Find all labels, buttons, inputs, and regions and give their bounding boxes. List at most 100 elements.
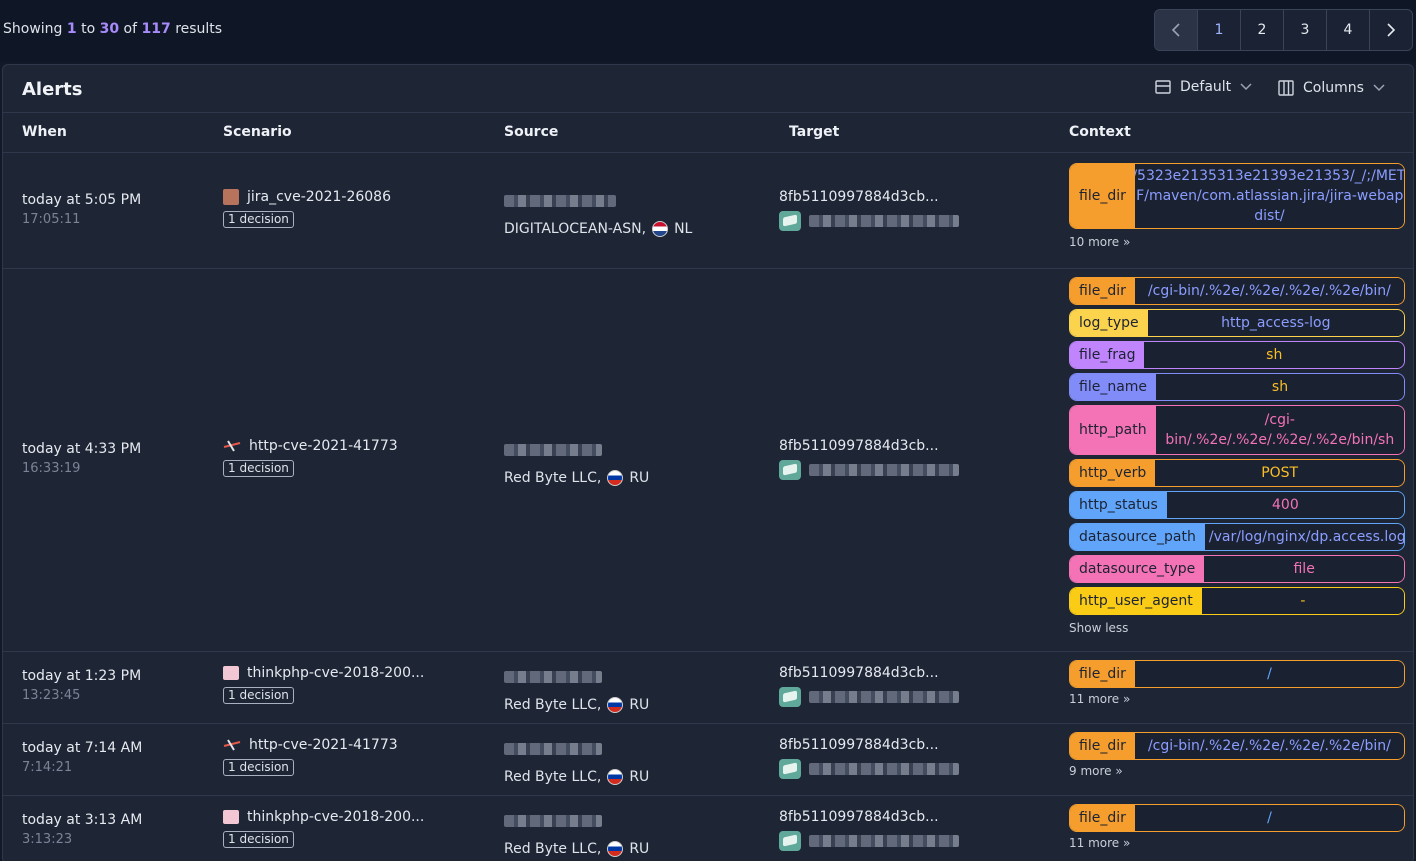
target-redacted	[809, 215, 959, 227]
pagination: 1 2 3 4	[1154, 9, 1413, 51]
table-row[interactable]: today at 1:23 PM 13:23:45 thinkphp-cve-2…	[3, 652, 1413, 724]
context-value: /	[1134, 805, 1404, 831]
context-value: /var/log/nginx/dp.access.log	[1204, 524, 1404, 550]
context-key: log_type	[1070, 310, 1148, 336]
decision-badge[interactable]: 1 decision	[223, 211, 294, 228]
context-value: /	[1134, 661, 1404, 687]
scenario-icon	[223, 810, 239, 824]
decision-badge[interactable]: 1 decision	[223, 460, 294, 477]
panel-title: Alerts	[22, 79, 83, 100]
more-link[interactable]: 11 more »	[1069, 692, 1131, 706]
scenario-name[interactable]: thinkphp-cve-2018-200...	[247, 809, 425, 825]
context-cell: file_dir/cgi-bin/.%2e/.%2e/.%2e/.%2e/bin…	[1069, 277, 1405, 635]
results-of-word: of	[123, 21, 138, 37]
context-cell: file_dir/ 11 more »	[1069, 804, 1405, 850]
col-scenario[interactable]: Scenario	[223, 124, 292, 140]
page-2-button[interactable]: 2	[1240, 10, 1283, 50]
next-page-button[interactable]	[1369, 10, 1412, 50]
panel-header: Alerts Default Columns	[3, 65, 1413, 113]
context-key: http_status	[1070, 492, 1167, 518]
context-cell: file_dir/ 11 more »	[1069, 660, 1405, 706]
machine-icon	[779, 211, 801, 231]
list-view-icon	[1155, 80, 1171, 94]
context-key: file_name	[1070, 374, 1157, 400]
chevron-down-icon	[1240, 83, 1252, 91]
scenario-name[interactable]: jira_cve-2021-26086	[247, 189, 391, 205]
alert-time: 7:14:21	[22, 760, 73, 775]
target-redacted	[809, 691, 959, 703]
table-row[interactable]: today at 5:05 PM 17:05:11 jira_cve-2021-…	[3, 154, 1413, 269]
results-prefix: Showing	[3, 21, 63, 37]
country-code: NL	[674, 221, 693, 237]
context-value: file	[1204, 556, 1404, 582]
context-cell: file_dir/cgi-bin/.%2e/.%2e/.%2e/.%2e/bin…	[1069, 732, 1405, 778]
decision-badge[interactable]: 1 decision	[223, 831, 294, 848]
show-less-link[interactable]: Show less	[1069, 621, 1129, 635]
results-total: 117	[141, 21, 171, 37]
prev-page-button[interactable]	[1155, 10, 1197, 50]
table-header: When Scenario Source Target Context	[3, 113, 1413, 153]
columns-selector[interactable]: Columns	[1277, 79, 1386, 97]
ip-redacted	[504, 671, 602, 683]
target-id[interactable]: 8fb5110997884d3cb...	[779, 189, 939, 205]
context-key: http_verb	[1070, 460, 1156, 486]
view-selector[interactable]: Default	[1154, 79, 1253, 95]
table-row[interactable]: today at 3:13 AM 3:13:23 thinkphp-cve-20…	[3, 796, 1413, 861]
target-id[interactable]: 8fb5110997884d3cb...	[779, 737, 939, 753]
context-key: http_user_agent	[1070, 588, 1202, 614]
context-value: -	[1201, 588, 1404, 614]
ip-redacted	[504, 444, 602, 456]
chevron-left-icon	[1171, 23, 1180, 37]
context-key: file_dir	[1070, 164, 1135, 228]
target-id[interactable]: 8fb5110997884d3cb...	[779, 438, 939, 454]
results-bar: Showing 1 to 30 of 117 results 1 2 3 4	[0, 0, 1416, 62]
col-source[interactable]: Source	[504, 124, 559, 140]
table-row[interactable]: today at 4:33 PM 16:33:19 http-cve-2021-…	[3, 269, 1413, 652]
alert-time: 13:23:45	[22, 688, 81, 703]
target-id[interactable]: 8fb5110997884d3cb...	[779, 809, 939, 825]
machine-icon	[779, 687, 801, 707]
alert-time: 3:13:23	[22, 832, 73, 847]
country-code: RU	[629, 841, 650, 857]
ip-redacted	[504, 195, 616, 207]
scenario-name[interactable]: thinkphp-cve-2018-200...	[247, 665, 425, 681]
view-label: Default	[1180, 79, 1232, 95]
col-target[interactable]: Target	[789, 124, 840, 140]
scenario-name[interactable]: http-cve-2021-41773	[249, 737, 398, 753]
context-key: http_path	[1070, 406, 1156, 454]
flag-ru-icon	[607, 769, 624, 785]
context-value: /s/5323e2135313e21393e21353/_/;/META-INF…	[1134, 164, 1404, 228]
scenario-icon	[223, 189, 239, 205]
more-link[interactable]: 11 more »	[1069, 836, 1131, 850]
target-id[interactable]: 8fb5110997884d3cb...	[779, 665, 939, 681]
country-code: RU	[629, 697, 650, 713]
col-context[interactable]: Context	[1069, 124, 1131, 140]
page-4-button[interactable]: 4	[1326, 10, 1369, 50]
col-when[interactable]: When	[22, 124, 67, 140]
context-value: /cgi-bin/.%2e/.%2e/.%2e/.%2e/bin/	[1134, 733, 1404, 759]
table-row[interactable]: today at 7:14 AM 7:14:21 http-cve-2021-4…	[3, 724, 1413, 796]
context-value: sh	[1144, 342, 1404, 368]
source-as: DIGITALOCEAN-ASN,	[504, 221, 647, 237]
country-code: RU	[629, 470, 650, 486]
flag-ru-icon	[607, 697, 624, 713]
scenario-name[interactable]: http-cve-2021-41773	[249, 438, 398, 454]
more-link[interactable]: 10 more »	[1069, 235, 1131, 249]
flag-nl-icon	[652, 221, 669, 237]
context-key: file_frag	[1070, 342, 1145, 368]
decision-badge[interactable]: 1 decision	[223, 759, 294, 776]
decision-badge[interactable]: 1 decision	[223, 687, 294, 704]
results-to: 30	[99, 21, 120, 37]
context-value: sh	[1156, 374, 1404, 400]
chevron-down-icon	[1373, 84, 1385, 92]
page-1-button[interactable]: 1	[1197, 10, 1240, 50]
context-value: 400	[1166, 492, 1404, 518]
more-link[interactable]: 9 more »	[1069, 764, 1123, 778]
page-3-button[interactable]: 3	[1283, 10, 1326, 50]
alerts-panel: Alerts Default Columns When Scenario Sou…	[2, 64, 1414, 861]
machine-icon	[779, 460, 801, 480]
results-to-word: to	[81, 21, 96, 37]
context-key: file_dir	[1070, 805, 1135, 831]
source-as: Red Byte LLC,	[504, 697, 602, 713]
context-value: /cgi-bin/.%2e/.%2e/.%2e/.%2e/bin/	[1134, 278, 1404, 304]
